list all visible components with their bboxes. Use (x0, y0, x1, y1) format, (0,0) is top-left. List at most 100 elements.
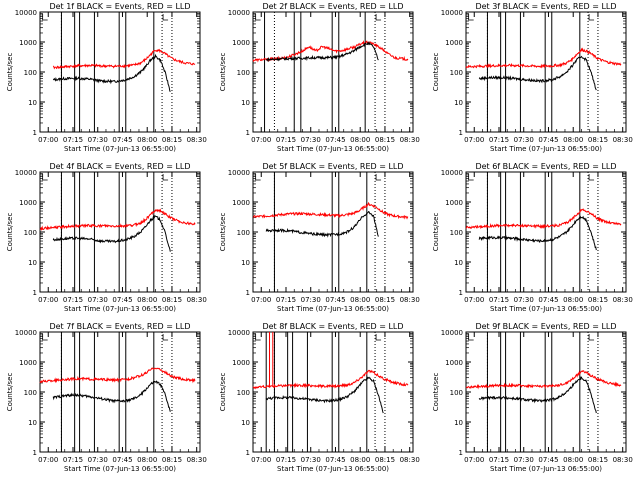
x-tick-label: 07:15 (276, 136, 296, 144)
x-tick-label: 07:45 (112, 456, 132, 464)
x-tick-label: 07:00 (464, 296, 484, 304)
y-tick-label: 1000 (232, 39, 250, 47)
series-lld-line (253, 201, 409, 220)
x-tick-label: 07:45 (325, 296, 345, 304)
x-tick-label: 08:15 (375, 136, 395, 144)
x-tick-label: 08:30 (613, 296, 633, 304)
y-tick-label: 10 (28, 99, 37, 107)
series-lld-line (52, 48, 196, 70)
x-tick-label: 07:00 (38, 136, 58, 144)
x-tick-label: 07:00 (251, 456, 271, 464)
x-tick-label: 08:00 (350, 456, 370, 464)
x-tick-label: 07:30 (301, 456, 321, 464)
x-tick-label: 08:30 (400, 456, 420, 464)
x-tick-label: 07:00 (38, 456, 58, 464)
x-tick-label: 07:30 (88, 136, 108, 144)
y-tick-label: 100 (24, 229, 37, 237)
y-tick-label: 1 (459, 449, 463, 457)
corner-marker (468, 174, 474, 181)
x-tick-label: 07:15 (489, 456, 509, 464)
series-lld-line (465, 208, 622, 230)
y-tick-label: 100 (450, 389, 463, 397)
x-tick-label: 08:30 (187, 456, 207, 464)
x-tick-label: 08:30 (187, 296, 207, 304)
corner-marker (162, 334, 169, 341)
x-tick-label: 07:15 (489, 136, 509, 144)
y-tick-label: 1 (246, 129, 250, 137)
plot-frame (252, 171, 414, 293)
y-axis-label: Counts/sec (6, 213, 14, 252)
y-tick-label: 100 (450, 69, 463, 77)
corner-marker (588, 334, 595, 341)
y-tick-label: 10000 (228, 329, 250, 337)
y-axis-label: Counts/sec (6, 373, 14, 412)
series-events-line (478, 376, 597, 414)
y-tick-label: 1000 (232, 359, 250, 367)
x-tick-label: 08:15 (588, 456, 608, 464)
y-tick-label: 1 (459, 129, 463, 137)
corner-marker (42, 334, 48, 341)
y-tick-label: 100 (450, 229, 463, 237)
y-tick-label: 1000 (19, 39, 37, 47)
y-tick-label: 1000 (445, 199, 463, 207)
series-events-line (265, 210, 379, 238)
x-tick-label: 07:15 (276, 296, 296, 304)
plot-frame (465, 11, 627, 133)
series-lld-line (39, 367, 196, 384)
x-tick-label: 07:00 (251, 296, 271, 304)
plot-frame (39, 331, 201, 453)
corner-marker (255, 14, 261, 21)
y-tick-label: 100 (237, 229, 250, 237)
x-tick-label: 08:30 (613, 456, 633, 464)
y-tick-label: 10000 (228, 9, 250, 17)
y-tick-label: 10000 (15, 329, 37, 337)
corner-marker (42, 14, 48, 21)
y-tick-label: 1 (246, 289, 250, 297)
x-tick-label: 08:00 (137, 296, 157, 304)
y-tick-label: 1 (246, 449, 250, 457)
y-tick-label: 10 (454, 259, 463, 267)
x-tick-label: 07:00 (251, 136, 271, 144)
panel-title: Det 4f BLACK = Events, RED = LLD (49, 162, 190, 171)
y-tick-label: 1 (459, 289, 463, 297)
x-tick-label: 08:15 (162, 136, 182, 144)
corner-marker (255, 334, 261, 341)
x-tick-label: 08:15 (375, 296, 395, 304)
x-tick-label: 07:30 (514, 296, 534, 304)
panel-title: Det 3f BLACK = Events, RED = LLD (475, 2, 616, 11)
y-tick-label: 10000 (441, 169, 463, 177)
x-tick-label: 07:45 (325, 136, 345, 144)
plot-frame (39, 11, 201, 133)
series-lld-line (39, 208, 196, 231)
panel-det-1: Det 1f BLACK = Events, RED = LLD Counts/s… (6, 2, 207, 153)
x-tick-label: 07:45 (112, 136, 132, 144)
x-tick-label: 07:30 (301, 136, 321, 144)
y-axis-label: Counts/sec (219, 373, 227, 412)
corner-marker (162, 14, 169, 21)
x-tick-label: 08:00 (350, 136, 370, 144)
y-tick-label: 1000 (445, 39, 463, 47)
y-tick-label: 100 (237, 69, 250, 77)
series-events-line (478, 215, 597, 251)
x-axis-label: Start Time (07-Jun-13 06:55:00) (277, 465, 389, 473)
corner-marker (468, 334, 474, 341)
panel-det-9: Det 9f BLACK = Events, RED = LLD Counts/s… (432, 322, 633, 473)
panel-title: Det 5f BLACK = Events, RED = LLD (262, 162, 403, 171)
series-lld-line (252, 369, 409, 390)
y-axis-label: Counts/sec (6, 53, 14, 92)
series-events-line (478, 55, 597, 91)
y-tick-label: 100 (24, 69, 37, 77)
series-lld-line (252, 40, 409, 63)
plot-frame (465, 331, 627, 453)
series-lld-line (465, 370, 622, 390)
y-tick-label: 10 (241, 99, 250, 107)
y-tick-label: 10000 (228, 169, 250, 177)
y-axis-label: Counts/sec (432, 373, 440, 412)
x-axis-label: Start Time (07-Jun-13 06:55:00) (64, 465, 176, 473)
y-tick-label: 100 (237, 389, 250, 397)
panel-title: Det 9f BLACK = Events, RED = LLD (475, 322, 616, 331)
x-tick-label: 08:15 (588, 136, 608, 144)
x-tick-label: 08:15 (162, 456, 182, 464)
series-events-line (52, 53, 171, 92)
y-tick-label: 10000 (15, 9, 37, 17)
